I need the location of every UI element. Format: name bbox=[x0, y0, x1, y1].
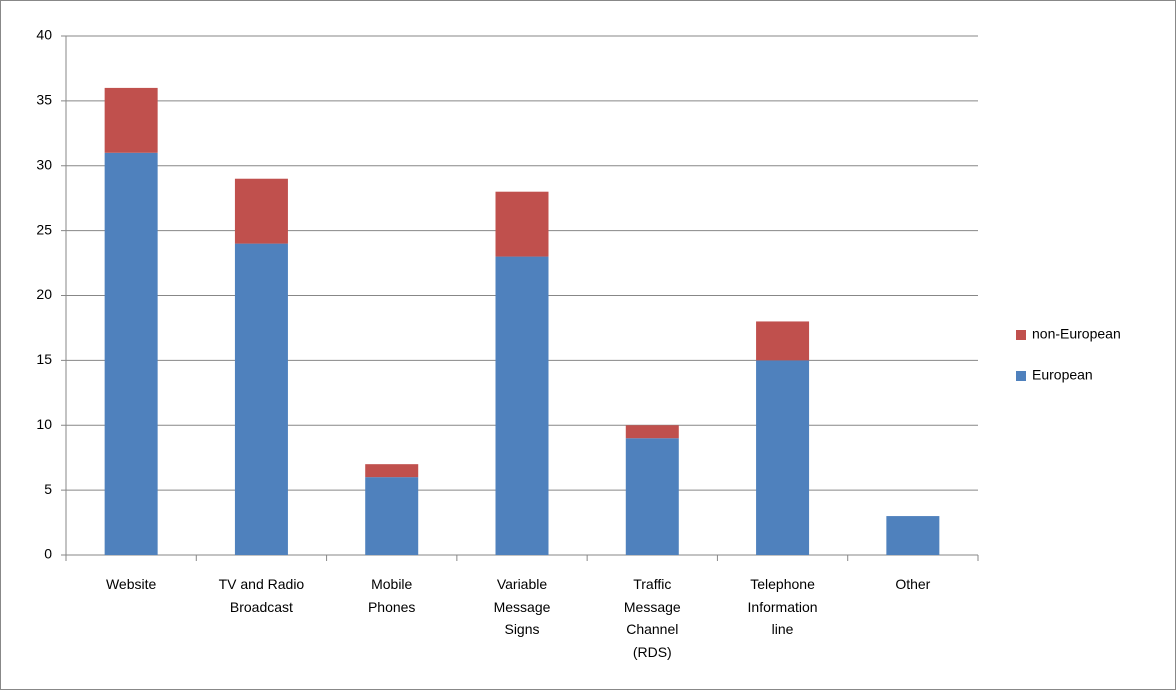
bar-segment bbox=[234, 178, 288, 244]
y-tick-label: 35 bbox=[36, 92, 52, 108]
bar-segment bbox=[104, 152, 158, 555]
bar-segment bbox=[365, 477, 419, 555]
bar-segment bbox=[625, 425, 679, 439]
y-tick-label: 40 bbox=[36, 27, 52, 43]
x-tick-label: Other bbox=[895, 576, 931, 592]
x-tick-label: Website bbox=[105, 576, 157, 592]
y-tick-label: 25 bbox=[36, 221, 52, 237]
bar-segment bbox=[495, 191, 549, 257]
x-tick-label: TV and Radio Broadcast bbox=[218, 576, 305, 615]
bar-segment bbox=[886, 516, 940, 555]
bar-segment bbox=[756, 360, 810, 555]
legend-swatch bbox=[1016, 371, 1026, 381]
legend-label: non-European bbox=[1032, 326, 1121, 342]
legend-swatch bbox=[1016, 330, 1026, 340]
legend-label: European bbox=[1032, 367, 1093, 383]
y-tick-label: 30 bbox=[36, 156, 52, 172]
bar-segment bbox=[104, 87, 158, 153]
bar-segment bbox=[625, 438, 679, 555]
x-tick-label: Telephone Information line bbox=[747, 576, 818, 637]
bar-segment bbox=[234, 243, 288, 555]
x-tick-label: Mobile Phones bbox=[367, 576, 416, 615]
y-tick-label: 10 bbox=[36, 416, 52, 432]
bar-segment bbox=[495, 256, 549, 555]
x-tick-label: Variable Message Signs bbox=[493, 576, 551, 637]
bar-segment bbox=[756, 321, 810, 361]
y-tick-label: 5 bbox=[44, 481, 52, 497]
y-tick-label: 0 bbox=[44, 546, 52, 562]
y-tick-label: 20 bbox=[36, 286, 52, 302]
y-tick-label: 15 bbox=[36, 351, 52, 367]
bar-segment bbox=[365, 464, 419, 478]
x-tick-label: Traffic Message Channel (RDS) bbox=[623, 576, 681, 660]
